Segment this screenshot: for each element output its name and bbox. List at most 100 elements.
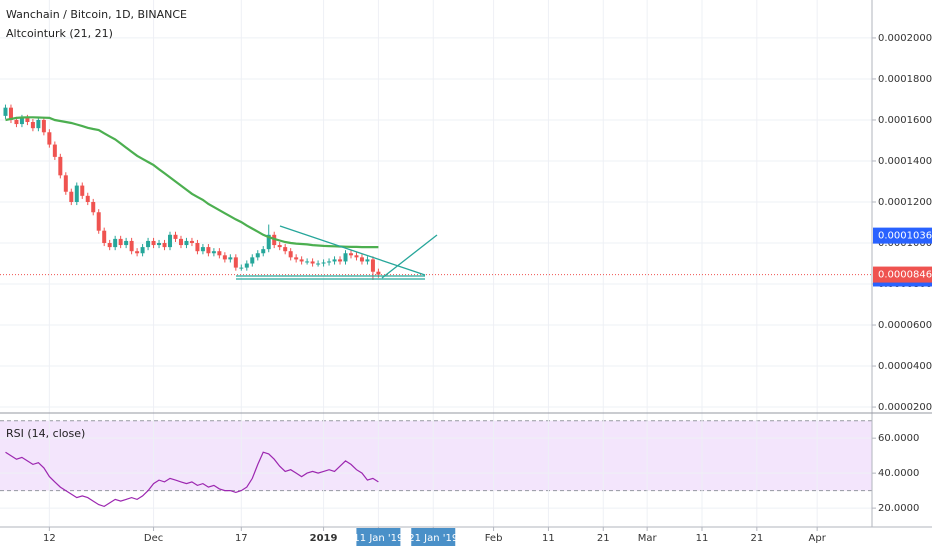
candle-body: [25, 117, 30, 123]
candle-body: [255, 253, 260, 258]
candle-body: [63, 175, 68, 192]
candle-body: [74, 185, 79, 202]
candle-body: [370, 259, 375, 272]
y-tick-label: 0.0000200: [878, 402, 932, 413]
candle-body: [365, 259, 370, 262]
candle-body: [343, 253, 348, 262]
candle-body: [96, 212, 101, 231]
x-tick-label: Feb: [485, 533, 503, 544]
candle-body: [332, 259, 337, 262]
x-tick-label: Apr: [809, 533, 827, 544]
grid: [0, 0, 872, 527]
candle-body: [184, 240, 189, 246]
candle-body: [233, 257, 238, 268]
candle-body: [206, 247, 211, 254]
candle-body: [3, 107, 8, 116]
candle-body: [69, 191, 74, 202]
candle-body: [305, 261, 310, 263]
candle-body: [359, 257, 364, 262]
candle-body: [189, 240, 194, 244]
candle-body: [354, 255, 359, 258]
x-tick-label: 21: [750, 533, 763, 544]
candle-body: [8, 107, 13, 120]
candle-body: [250, 257, 255, 264]
candle-body: [151, 240, 156, 246]
x-tick-highlight: [356, 528, 401, 546]
candle-body: [283, 247, 288, 252]
x-tick-label: 21: [597, 533, 610, 544]
breakout-line: [381, 234, 438, 279]
x-tick-label: 11: [696, 533, 709, 544]
x-tick-label: 12: [43, 533, 56, 544]
candle-body: [118, 238, 123, 246]
candle-body: [348, 253, 353, 256]
candle-body: [200, 247, 205, 252]
candle-body: [222, 255, 227, 260]
candle-body: [277, 245, 282, 248]
candle-body: [211, 251, 216, 254]
x-tick-label: 11 Jan '19: [353, 533, 403, 544]
candle-body: [173, 234, 178, 239]
moving-average: [5, 116, 379, 249]
x-tick-label: Mar: [638, 533, 658, 544]
candle-body: [376, 271, 381, 275]
candle-body: [178, 238, 183, 246]
x-tick-label: Dec: [144, 533, 163, 544]
candle-body: [41, 119, 46, 133]
candle-body: [107, 243, 112, 248]
y-tick-label: 0.0001200: [878, 197, 932, 208]
candle-body: [19, 117, 24, 125]
candle-body: [157, 243, 162, 246]
y-tick-label: 0.0001800: [878, 74, 932, 85]
price-mark-label-bg: [873, 227, 932, 244]
candle-body: [91, 201, 96, 213]
y-tick-label: 0.0000400: [878, 361, 932, 372]
candle-body: [239, 267, 244, 269]
candle-body: [14, 119, 19, 125]
candle-body: [310, 261, 315, 264]
candle-body: [52, 144, 57, 157]
rsi-title: RSI (14, close): [6, 427, 85, 440]
candle-body: [47, 132, 52, 145]
y-tick-label: 20.0000: [878, 503, 919, 514]
candle-body: [146, 240, 151, 248]
candle-body: [129, 240, 134, 252]
candle-body: [113, 238, 118, 248]
y-tick-label: 0.0001400: [878, 156, 932, 167]
plot: 0.00002000.00004000.00006000.00008000.00…: [0, 33, 932, 546]
candle-body: [80, 185, 85, 196]
candle-body: [85, 195, 90, 202]
candle-body: [124, 240, 129, 246]
candle-body: [135, 251, 140, 254]
candle-body: [168, 234, 173, 248]
candle-body: [327, 261, 332, 263]
rsi-line: [5, 451, 379, 508]
trend-line: [279, 225, 426, 276]
candle-body: [36, 119, 41, 129]
candle-body: [288, 251, 293, 258]
indicator-legend: Altcointurk (21, 21): [6, 27, 113, 40]
y-tick-label: 0.0002000: [878, 33, 932, 44]
candle-body: [316, 263, 321, 265]
candle-body: [321, 262, 326, 264]
candle-body: [58, 156, 63, 176]
candle-body: [299, 259, 304, 262]
candle-body: [338, 259, 343, 262]
candle-body: [294, 257, 299, 260]
candle-body: [30, 122, 35, 129]
x-tick-label: 21 Jan '19: [408, 533, 458, 544]
candle-body: [162, 243, 167, 248]
y-tick-label: 40.0000: [878, 468, 919, 479]
rsi-band: [0, 420, 872, 491]
x-tick-label: 17: [235, 533, 248, 544]
candle-body: [261, 249, 266, 254]
candle-body: [217, 251, 222, 256]
y-tick-label: 0.0000600: [878, 320, 932, 331]
last-price-label-bg: [873, 266, 932, 283]
last-price-label: 0.0000846: [878, 270, 932, 281]
x-tick-label: 11: [542, 533, 555, 544]
y-tick-label: 60.0000: [878, 433, 919, 444]
candle-body: [244, 263, 249, 268]
candle-body: [266, 234, 271, 250]
